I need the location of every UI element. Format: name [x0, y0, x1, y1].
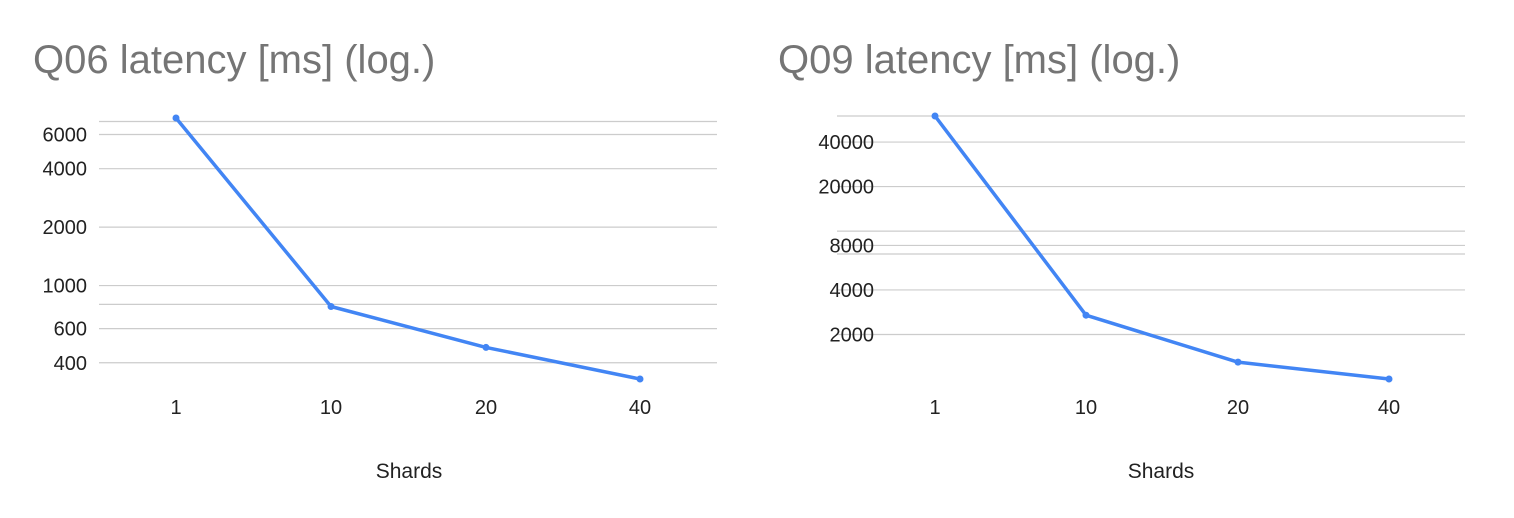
data-point: [636, 375, 644, 383]
data-point: [1385, 375, 1393, 383]
chart-q06: Q06 latency [ms] (log.) 400 600 1000 2000 40…: [33, 38, 717, 483]
x-tick-label: 20: [475, 397, 497, 419]
data-point: [931, 112, 939, 120]
x-tick-label: 1: [929, 397, 940, 419]
y-tick-label: 4000: [830, 280, 875, 302]
series-line: [174, 116, 642, 381]
y-tick-label: 400: [54, 353, 87, 375]
y-tick-label: 2000: [43, 217, 88, 239]
x-tick-label: 10: [1075, 397, 1097, 419]
chart-title: Q06 latency [ms] (log.): [33, 38, 436, 82]
data-point: [172, 114, 180, 122]
x-tick-label: 20: [1227, 397, 1249, 419]
x-axis-label: Shards: [375, 460, 443, 483]
plot-area: 400 600 1000 2000 4000 6000 1 10 20 40: [43, 114, 717, 419]
series-line: [933, 114, 1391, 381]
y-tick-label: 600: [54, 319, 87, 341]
data-point: [327, 302, 335, 310]
data-point: [1234, 358, 1242, 366]
y-tick-label: 20000: [818, 177, 874, 199]
y-tick-label: 1000: [43, 276, 88, 298]
x-tick-label: 40: [1378, 397, 1400, 419]
x-tick-label: 40: [629, 397, 651, 419]
y-tick-label: 4000: [43, 159, 88, 181]
y-tick-label: 40000: [818, 132, 874, 154]
plot-area: 2000 4000 8000 20000 40000 1 10 20 40: [818, 112, 1465, 419]
chart-title: Q09 latency [ms] (log.): [778, 38, 1181, 82]
x-tick-label: 1: [170, 397, 181, 419]
x-tick-label: 10: [320, 397, 342, 419]
data-point: [482, 343, 490, 351]
y-tick-label: 8000: [830, 235, 875, 257]
y-tick-label: 6000: [43, 125, 88, 147]
data-point: [1082, 311, 1090, 319]
chart-q09: Q09 latency [ms] (log.) 2000 4000 8000 2000…: [757, 0, 1514, 518]
x-axis-label: Shards: [1127, 460, 1195, 483]
y-tick-label: 2000: [830, 324, 875, 346]
